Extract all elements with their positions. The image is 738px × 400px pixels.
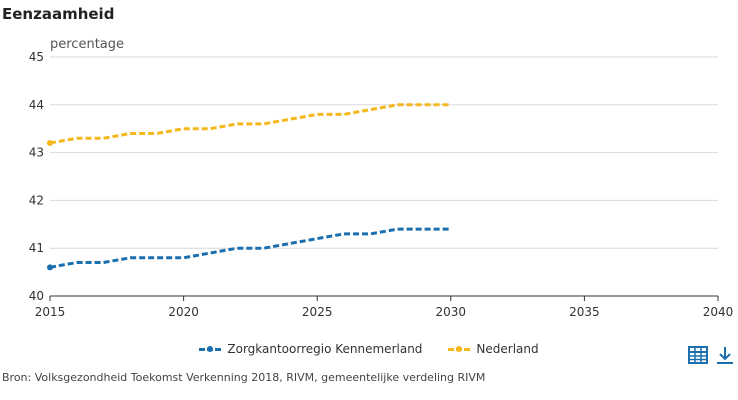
series-start-point-1 [47, 140, 53, 147]
x-tick-label: 2020 [168, 305, 199, 319]
legend-label-kennemerland: Zorgkantoorregio Kennemerland [227, 342, 423, 356]
legend-item-kennemerland[interactable]: Zorgkantoorregio Kennemerland [199, 342, 422, 356]
y-tick-label: 41 [29, 241, 44, 255]
legend-item-nederland[interactable]: Nederland [448, 342, 539, 356]
download-icon[interactable] [714, 344, 736, 366]
x-tick-label: 2035 [569, 305, 600, 319]
legend-label-nederland: Nederland [476, 342, 539, 356]
legend-swatch-kennemerland [199, 345, 222, 352]
tick-labels: 40 41 42 43 44 45 2015 2020 2025 2030 2035 2040 [29, 50, 734, 319]
x-tick-label: 2040 [703, 305, 734, 319]
grid-lines [50, 56, 718, 249]
y-tick-label: 45 [29, 50, 44, 64]
axes [49, 295, 719, 301]
series-line-1 [49, 103, 451, 145]
y-tick-label: 43 [29, 146, 44, 160]
chart-title: Eenzaamheid [2, 5, 115, 23]
source-note: Bron: Volksgezondheid Toekomst Verkennin… [2, 371, 486, 384]
series-line-0 [49, 227, 451, 269]
y-tick-label: 40 [29, 289, 44, 303]
legend-swatch-nederland [448, 345, 471, 352]
series-start-point-0 [47, 264, 53, 271]
line-chart: 40 41 42 43 44 45 2015 2020 2025 2030 2035 2040 [29, 50, 734, 319]
legend: Zorgkantoorregio Kennemerland Nederland [0, 342, 738, 356]
x-tick-label: 2030 [436, 305, 467, 319]
y-axis-label: percentage [50, 37, 125, 52]
y-tick-label: 44 [29, 98, 44, 112]
table-icon[interactable] [687, 344, 709, 366]
x-tick-label: 2015 [35, 305, 66, 319]
series-lines [47, 103, 451, 271]
x-tick-label: 2025 [302, 305, 333, 319]
y-tick-label: 42 [29, 193, 44, 207]
